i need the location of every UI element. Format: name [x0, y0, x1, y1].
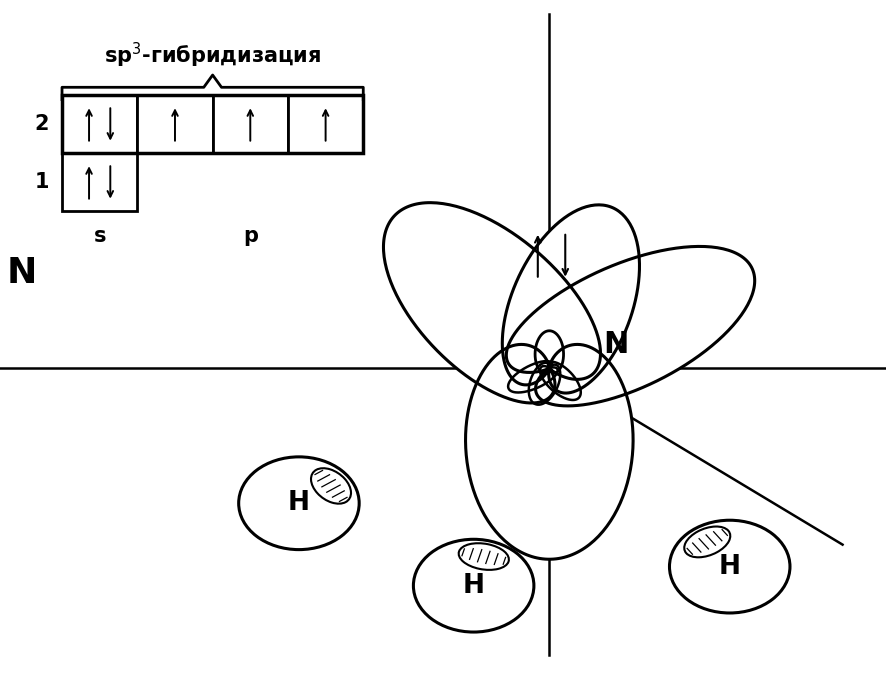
Polygon shape: [535, 331, 563, 373]
Text: p: p: [243, 226, 258, 246]
Polygon shape: [529, 363, 560, 404]
Polygon shape: [502, 205, 640, 393]
Polygon shape: [508, 361, 557, 393]
Text: H: H: [462, 573, 485, 599]
Bar: [62, 153, 137, 211]
Ellipse shape: [684, 527, 730, 557]
Bar: [62, 95, 137, 153]
Ellipse shape: [311, 469, 351, 504]
Text: H: H: [719, 554, 741, 580]
Polygon shape: [384, 203, 601, 403]
Bar: [213, 95, 288, 153]
Text: 1: 1: [35, 173, 49, 192]
Polygon shape: [506, 246, 755, 406]
Text: sp$^3$-гибридизация: sp$^3$-гибридизация: [104, 40, 322, 70]
Bar: [62, 95, 363, 153]
Text: N: N: [7, 256, 37, 290]
Polygon shape: [540, 362, 581, 400]
Circle shape: [414, 539, 534, 632]
Ellipse shape: [459, 544, 509, 570]
Text: H: H: [288, 490, 310, 516]
Circle shape: [670, 520, 790, 613]
Text: 2: 2: [35, 115, 49, 134]
Text: N: N: [603, 330, 628, 359]
Polygon shape: [465, 344, 633, 559]
Bar: [288, 95, 363, 153]
Bar: [137, 95, 213, 153]
Circle shape: [238, 457, 359, 550]
Text: s: s: [93, 226, 106, 246]
